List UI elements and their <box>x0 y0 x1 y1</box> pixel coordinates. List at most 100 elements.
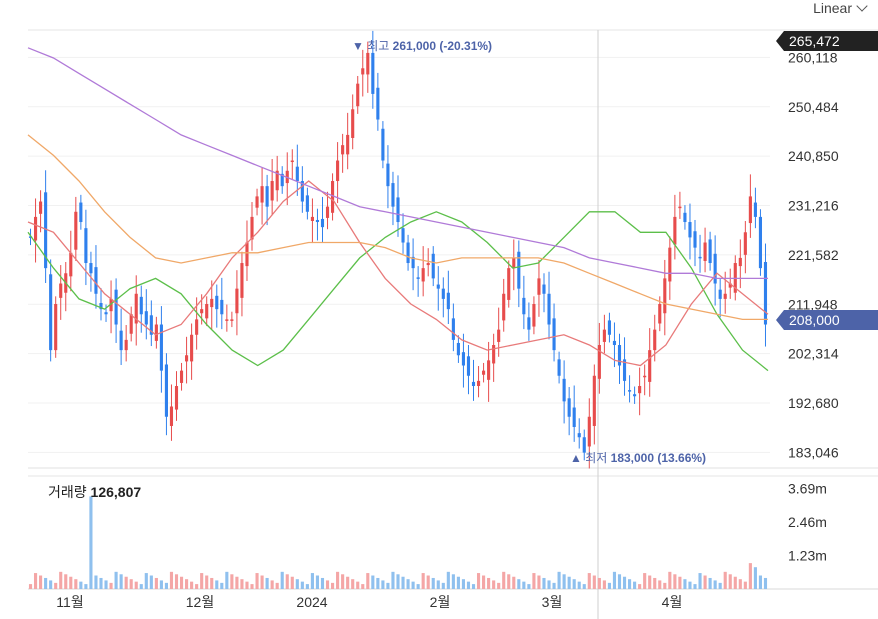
volume-bar[interactable] <box>582 584 586 589</box>
volume-bar[interactable] <box>260 575 264 589</box>
volume-bar[interactable] <box>149 575 153 589</box>
candle-body[interactable] <box>300 181 304 202</box>
candle-body[interactable] <box>371 52 375 94</box>
volume-bar[interactable] <box>487 577 491 589</box>
volume-bar[interactable] <box>280 571 284 589</box>
candle-body[interactable] <box>28 236 33 238</box>
candle-body[interactable] <box>33 216 38 241</box>
candle-body[interactable] <box>225 319 229 321</box>
volume-bar[interactable] <box>361 584 365 589</box>
volume-bar[interactable] <box>512 576 516 589</box>
candle-body[interactable] <box>149 315 153 335</box>
volume-bar[interactable] <box>668 571 672 589</box>
candle-body[interactable] <box>658 304 662 324</box>
candle-body[interactable] <box>517 251 521 289</box>
candle-body[interactable] <box>487 360 491 380</box>
volume-bar[interactable] <box>456 576 460 589</box>
volume-bar[interactable] <box>376 577 380 589</box>
candle-body[interactable] <box>351 109 355 138</box>
volume-bar[interactable] <box>69 576 73 589</box>
candle-body[interactable] <box>617 345 622 366</box>
candle-body[interactable] <box>703 242 707 261</box>
candle-body[interactable] <box>743 232 747 255</box>
candle-body[interactable] <box>411 256 415 269</box>
volume-bar[interactable] <box>129 579 133 589</box>
volume-bar[interactable] <box>28 584 33 589</box>
volume-bar[interactable] <box>738 579 742 589</box>
candle-body[interactable] <box>185 355 189 362</box>
volume-bar[interactable] <box>164 582 168 589</box>
volume-bar[interactable] <box>356 581 360 589</box>
candle-body[interactable] <box>476 380 481 387</box>
candle-body[interactable] <box>159 324 163 371</box>
volume-bar[interactable] <box>446 571 450 589</box>
scale-mode-dropdown[interactable]: Linear <box>813 0 868 18</box>
volume-bar[interactable] <box>461 579 466 589</box>
volume-bar[interactable] <box>602 580 606 589</box>
volume-bar[interactable] <box>64 574 68 589</box>
volume-bar[interactable] <box>225 571 229 589</box>
candle-body[interactable] <box>653 329 657 351</box>
volume-bar[interactable] <box>678 576 682 589</box>
volume-bar[interactable] <box>723 571 727 589</box>
volume-bar[interactable] <box>295 579 299 589</box>
volume-bar[interactable] <box>507 574 511 589</box>
candle-body[interactable] <box>139 296 143 315</box>
candle-body[interactable] <box>109 298 113 312</box>
volume-bar[interactable] <box>451 574 455 589</box>
volume-bar[interactable] <box>119 574 123 589</box>
volume-bar[interactable] <box>617 574 622 589</box>
candle-body[interactable] <box>466 356 471 376</box>
candle-body[interactable] <box>451 318 455 340</box>
volume-bar[interactable] <box>320 577 325 589</box>
candle-body[interactable] <box>391 183 395 207</box>
candle-body[interactable] <box>49 274 53 351</box>
volume-bar[interactable] <box>527 584 531 589</box>
candle-body[interactable] <box>633 394 637 397</box>
volume-bar[interactable] <box>607 582 611 589</box>
volume-bar[interactable] <box>139 584 143 589</box>
volume-bar[interactable] <box>386 582 390 589</box>
candle-body[interactable] <box>195 319 199 335</box>
candle-body[interactable] <box>134 293 138 324</box>
candle-body[interactable] <box>763 261 768 325</box>
volume-bar[interactable] <box>517 579 521 589</box>
volume-bar[interactable] <box>220 582 224 589</box>
volume-bar[interactable] <box>718 582 722 589</box>
volume-bar[interactable] <box>366 573 370 589</box>
candle-body[interactable] <box>129 314 133 334</box>
candle-body[interactable] <box>547 293 551 325</box>
volume-bar[interactable] <box>59 571 63 589</box>
candle-body[interactable] <box>622 359 627 381</box>
candle-body[interactable] <box>527 317 531 330</box>
candle-body[interactable] <box>421 268 425 282</box>
volume-bar[interactable] <box>688 581 692 589</box>
candle-body[interactable] <box>84 228 88 264</box>
candle-body[interactable] <box>416 277 420 279</box>
volume-bar[interactable] <box>572 579 576 589</box>
candle-body[interactable] <box>356 83 360 107</box>
volume-bar[interactable] <box>728 574 732 589</box>
volume-bar[interactable] <box>547 580 551 589</box>
candle-body[interactable] <box>693 231 697 248</box>
volume-bar[interactable] <box>190 581 194 589</box>
candle-body[interactable] <box>587 416 591 447</box>
volume-bar[interactable] <box>114 571 118 589</box>
volume-bar[interactable] <box>502 571 506 589</box>
volume-bar[interactable] <box>351 579 355 589</box>
volume-bar[interactable] <box>315 575 320 589</box>
volume-bar[interactable] <box>396 574 400 589</box>
candle-body[interactable] <box>220 299 224 315</box>
volume-bar[interactable] <box>174 574 179 589</box>
candle-body[interactable] <box>99 302 103 310</box>
volume-bar[interactable] <box>371 575 375 589</box>
candle-body[interactable] <box>738 257 742 267</box>
candle-body[interactable] <box>346 134 350 155</box>
volume-bar[interactable] <box>658 580 662 589</box>
volume-bar[interactable] <box>743 581 747 589</box>
volume-bar[interactable] <box>144 573 148 589</box>
volume-bar[interactable] <box>748 563 752 589</box>
volume-bar[interactable] <box>33 573 38 589</box>
candle-body[interactable] <box>497 329 501 342</box>
